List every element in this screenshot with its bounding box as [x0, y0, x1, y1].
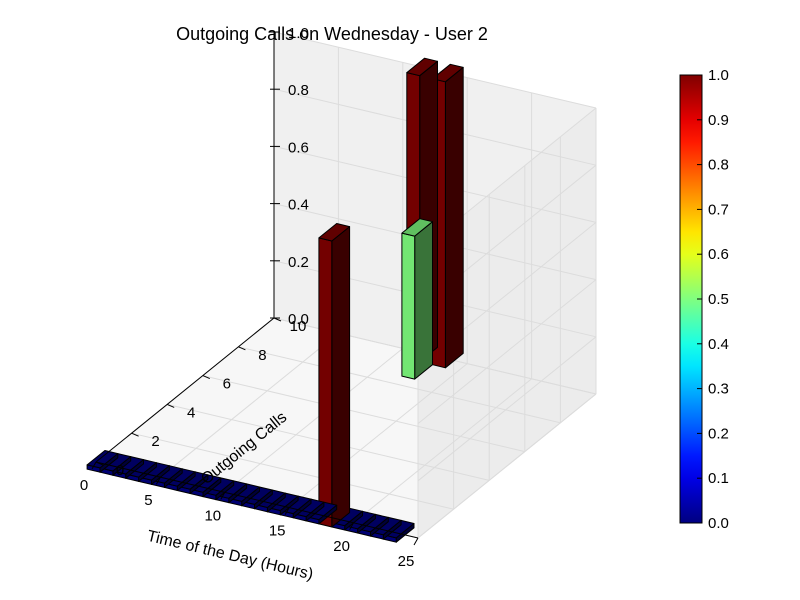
bar [401, 218, 433, 380]
colorbar-tick-label: 0.9 [708, 112, 729, 129]
x-axis-label: Time of the Day (Hours) [145, 528, 314, 584]
bar [318, 223, 351, 528]
x-tick-label: 5 [144, 492, 152, 509]
grid-line [160, 332, 339, 478]
y-tick-label: 10 [290, 318, 307, 335]
z-tick-label: 0.8 [288, 82, 309, 99]
y-tick-label: 6 [223, 376, 231, 393]
z-tick-label: 1.0 [288, 25, 309, 42]
x-tick [349, 522, 355, 531]
y-tick-label: 4 [187, 404, 195, 421]
x-tick [413, 537, 419, 546]
x-tick [220, 492, 226, 500]
x-tick-label: 10 [204, 507, 221, 524]
colorbar-tick-label: 0.5 [708, 291, 729, 308]
grid-line [224, 348, 404, 493]
x-tick [155, 476, 161, 485]
grid-line [202, 375, 525, 453]
x-tick [284, 507, 290, 515]
colorbar-tick-label: 0.6 [708, 246, 729, 263]
z-tick-label: 0.0 [288, 311, 309, 328]
colorbar-tick-label: 0.2 [708, 425, 729, 442]
colorbar-tick-label: 0.4 [708, 336, 729, 353]
y-tick [202, 375, 210, 380]
colorbar-tick-label: 0.7 [708, 201, 729, 218]
x-tick-label: 20 [333, 538, 350, 555]
side-pane [418, 108, 596, 538]
y-tick [131, 432, 139, 437]
x-axis-line [95, 461, 419, 539]
colorbar-tick-label: 0.8 [708, 157, 729, 174]
x-tick-label: 0 [80, 477, 88, 494]
y-tick-label: 2 [151, 433, 159, 450]
y-tick-label: 0 [116, 462, 124, 479]
z-tick-label: 0.6 [288, 139, 309, 156]
y-tick-label: 8 [258, 347, 266, 364]
colorbar-tick-label: 0.3 [708, 381, 729, 398]
bars-group [86, 57, 464, 543]
y-tick [238, 346, 246, 351]
colorbar-tick-label: 0.0 [708, 515, 729, 532]
grid-line [238, 346, 561, 424]
grid-line [131, 432, 454, 510]
x-tick-label: 15 [269, 523, 286, 540]
grid-line [417, 393, 597, 539]
grid-line [417, 279, 597, 424]
y-tick [95, 461, 104, 466]
x-tick [91, 461, 97, 470]
colorbar-tick-label: 0.1 [708, 470, 729, 487]
chart-title: Outgoing Calls on Wednesday - User 2 [176, 24, 488, 44]
z-tick-label: 0.4 [288, 197, 309, 214]
y-tick [167, 403, 175, 408]
x-tick-label: 25 [398, 553, 415, 570]
colorbar-tick-label: 1.0 [708, 67, 729, 84]
y-axis-line [95, 317, 275, 463]
grid-line [417, 336, 597, 482]
grid-line [353, 378, 532, 524]
z-tick-label: 0.2 [288, 254, 309, 271]
colorbar: 0.0 0.1 0.2 0.3 0.4 0.5 0.6 0.7 0.8 0.9 1.0 [679, 67, 729, 532]
